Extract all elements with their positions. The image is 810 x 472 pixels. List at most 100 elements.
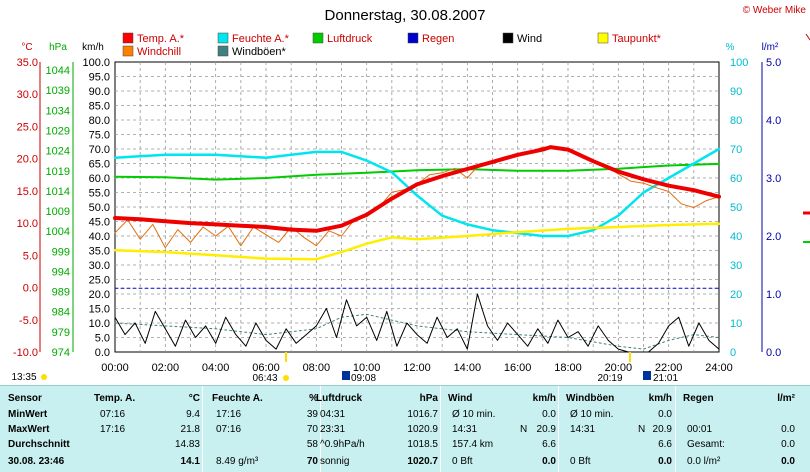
x-tick-label: 08:00 [303, 362, 331, 374]
table-cell: 1020.7 [407, 456, 438, 467]
pressure-tick-label: 1029 [46, 125, 70, 137]
table-cell: 70 [306, 456, 318, 467]
temp-axis-label: °C [21, 42, 32, 53]
legend-swatch [217, 32, 229, 44]
wind-tick-label: 85.0 [89, 101, 110, 113]
wind-tick-label: 50.0 [89, 202, 110, 214]
wind-tick-label: 95.0 [89, 72, 110, 84]
legend-swatch [122, 45, 134, 57]
series-line-luftdruck [114, 162, 720, 181]
table-cell: 14:31 [570, 424, 596, 435]
series-line-tempa [113, 145, 721, 233]
pressure-tick-label: 989 [52, 287, 70, 299]
pressure-tick-label: 1024 [46, 146, 70, 158]
table-header: Windböen [566, 393, 615, 404]
table-cell: 0.0 [542, 409, 556, 420]
table-cell: 23:31 [320, 424, 346, 435]
pressure-tick-label: 1019 [46, 166, 70, 178]
x-tick-label: 12:00 [403, 362, 431, 374]
x-tick-label: 22:00 [655, 362, 683, 374]
table-cell: 6.6 [658, 439, 672, 450]
x-tick-label: 20:00 [605, 362, 633, 374]
legend-label: Luftdruck [327, 33, 373, 45]
x-tick-label: 02:00 [152, 362, 180, 374]
table-cell: 8.49 g/m³ [216, 456, 259, 467]
temp-tick-label: 15.0 [17, 186, 38, 198]
pressure-tick-label: 1009 [46, 206, 70, 218]
legend-swatch [312, 32, 324, 44]
table-cell: Gesamt: [687, 439, 725, 450]
rain-tick-label: 0.0 [766, 347, 781, 359]
wind-tick-label: 75.0 [89, 130, 110, 142]
table-header-unit: km/h [648, 393, 672, 404]
table-cell: 0.0 [781, 439, 795, 450]
x-tick-label: 16:00 [504, 362, 532, 374]
temp-tick-label: -5.0 [19, 315, 38, 327]
table-cell: 00:01 [687, 424, 713, 435]
humidity-tick-label: 90 [730, 86, 742, 98]
table-separator [320, 386, 321, 472]
wind-tick-label: 100.0 [82, 57, 110, 69]
legend-swatch [217, 45, 229, 57]
pressure-tick-label: 1014 [46, 186, 70, 198]
humidity-tick-label: 0 [730, 347, 736, 359]
wind-tick-label: 90.0 [89, 86, 110, 98]
chart-title: Donnerstag, 30.08.2007 [325, 7, 486, 24]
table-cell: 1018.5 [407, 439, 438, 450]
humidity-tick-label: 100 [730, 57, 748, 69]
table-cell: 0.0 [658, 409, 672, 420]
x-tick-label: 10:00 [353, 362, 381, 374]
rain-axis-label: l/m² [762, 42, 779, 53]
pressure-tick-label: 979 [52, 327, 70, 339]
wind-tick-label: 0.0 [95, 347, 110, 359]
table-cell: 1020.9 [407, 424, 438, 435]
rain-tick-label: 3.0 [766, 173, 781, 185]
table-cell: sonnig [320, 456, 350, 467]
humidity-tick-label: 80 [730, 115, 742, 127]
table-cell: 0.0 [658, 456, 672, 467]
weather-chart: Donnerstag, 30.08.2007 © Weber Mike Temp. … [11, 5, 810, 384]
wind-tick-label: 10.0 [89, 318, 110, 330]
table-cell: 17:16 [100, 424, 126, 435]
table-cell: 17:16 [216, 409, 242, 420]
table-header-unit: hPa [419, 393, 438, 404]
legend-label: Regen [422, 33, 454, 45]
pressure-tick-label: 984 [52, 307, 70, 319]
series-line-windben [114, 313, 720, 350]
table-cell: 07:16 [100, 409, 126, 420]
temp-tick-label: 30.0 [17, 89, 38, 101]
pressure-tick-label: 1004 [46, 226, 70, 238]
table-cell: 14:31 [452, 424, 478, 435]
legend-label: Windböen* [232, 46, 287, 58]
moonset-icon [342, 371, 350, 380]
table-cell: N [638, 424, 646, 435]
pressure-axis-label: hPa [49, 42, 67, 53]
wind-tick-label: 20.0 [89, 289, 110, 301]
wind-tick-label: 70.0 [89, 144, 110, 156]
wind-tick-label: 5.0 [95, 333, 110, 345]
table-cell: 20.9 [536, 424, 556, 435]
table-row-label: Durchschnitt [8, 439, 70, 450]
table-header: Feuchte A. [212, 393, 263, 404]
sun-marker-icon [41, 374, 47, 380]
legend-swatch [597, 32, 609, 44]
temp-tick-label: 25.0 [17, 121, 38, 133]
series-line-taupunkt [113, 222, 721, 261]
table-cell: 0 Bft [452, 456, 473, 467]
wind-tick-label: 25.0 [89, 275, 110, 287]
humidity-tick-label: 50 [730, 202, 742, 214]
wind-tick-label: 40.0 [89, 231, 110, 243]
wind-axis-label: km/h [82, 42, 104, 53]
table-row-label: MinWert [8, 409, 48, 420]
x-tick-label: 00:00 [101, 362, 129, 374]
series-line-wind [114, 293, 720, 353]
x-tick-label: 04:00 [202, 362, 230, 374]
legend-swatch [407, 32, 419, 44]
table-cell: 39 [306, 409, 318, 420]
humidity-tick-label: 10 [730, 318, 742, 330]
legend-swatch [502, 32, 514, 44]
table-cell: 0.0 [781, 456, 795, 467]
x-tick-label: 06:00 [252, 362, 280, 374]
sunrise-label: 06:43 [252, 373, 277, 384]
stats-table: Sensor Temp. A. °C Feuchte A.% Luftdruck hPa W… [0, 385, 810, 472]
